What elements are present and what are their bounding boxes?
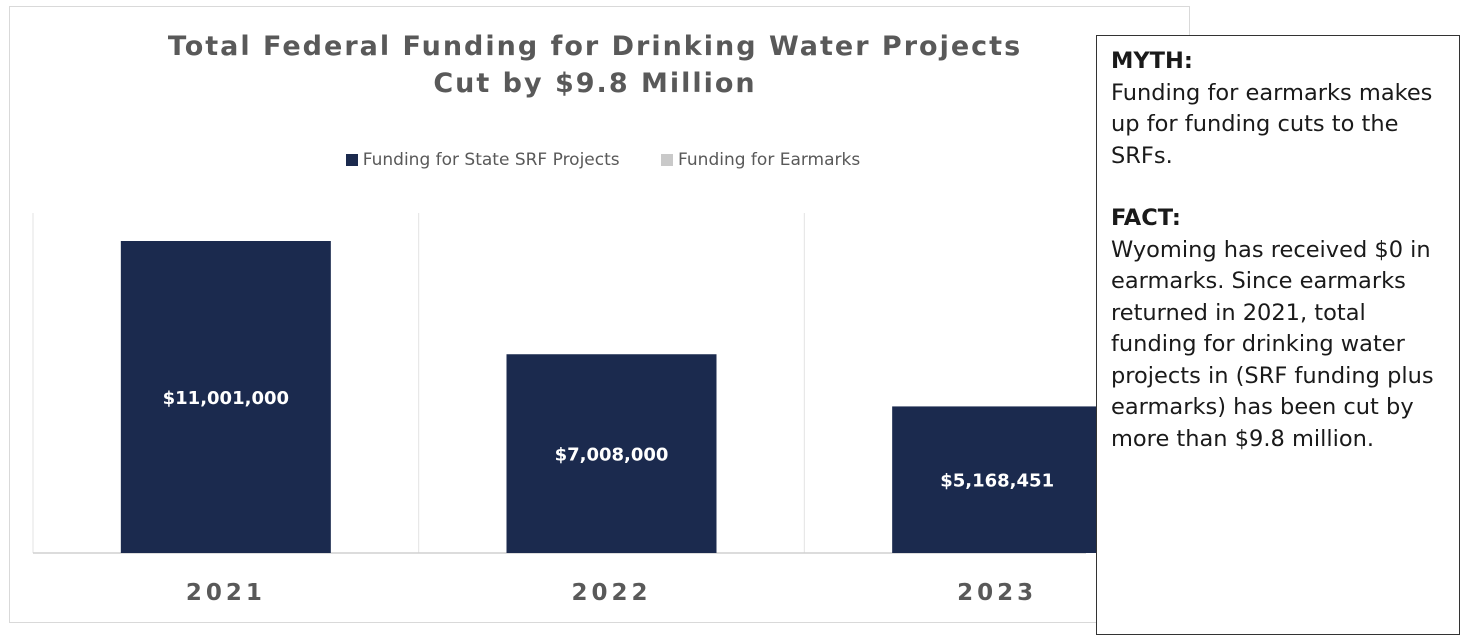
legend-item-srf: Funding for State SRF Projects bbox=[345, 150, 620, 170]
chart-title-line-1: Total Federal Funding for Drinking Water… bbox=[167, 31, 1023, 62]
legend-label-srf: Funding for State SRF Projects bbox=[362, 150, 620, 170]
data-label-2021: $11,001,000 bbox=[163, 388, 289, 409]
data-label-2023: $5,168,451 bbox=[940, 471, 1054, 492]
chart-title: Total Federal Funding for Drinking Water… bbox=[0, 28, 1190, 102]
fact-heading: FACT: bbox=[1111, 205, 1181, 231]
myth-text: Funding for earmarks makes up for fundin… bbox=[1111, 79, 1433, 169]
x-tick-label-2022: 2022 bbox=[571, 580, 651, 606]
chart-title-line-2: Cut by $9.8 Million bbox=[433, 68, 757, 99]
data-label-2022: $7,008,000 bbox=[555, 445, 669, 466]
legend-swatch-srf bbox=[345, 154, 358, 166]
bar-2023 bbox=[892, 406, 1103, 553]
legend-item-earmarks: Funding for Earmarks bbox=[661, 150, 860, 170]
legend-label-earmarks: Funding for Earmarks bbox=[678, 150, 861, 170]
fact-text: Wyoming has received $0 in earmarks. Sin… bbox=[1111, 236, 1434, 452]
bar-chart-plot: $11,001,000 2021 $7,008,000 2022 $5,168,451 2… bbox=[32, 213, 1103, 606]
x-tick-label-2023: 2023 bbox=[957, 580, 1037, 606]
bar-2021 bbox=[120, 241, 331, 553]
x-tick-label-2021: 2021 bbox=[186, 580, 266, 606]
myth-heading: MYTH: bbox=[1111, 48, 1193, 74]
callout-spacer bbox=[1111, 172, 1445, 203]
bar-2022 bbox=[506, 354, 717, 553]
myth-fact-callout: MYTH: Funding for earmarks makes up for … bbox=[1096, 35, 1460, 635]
chart-legend: Funding for State SRF Projects Funding f… bbox=[0, 150, 1206, 170]
legend-swatch-earmarks bbox=[661, 154, 674, 166]
